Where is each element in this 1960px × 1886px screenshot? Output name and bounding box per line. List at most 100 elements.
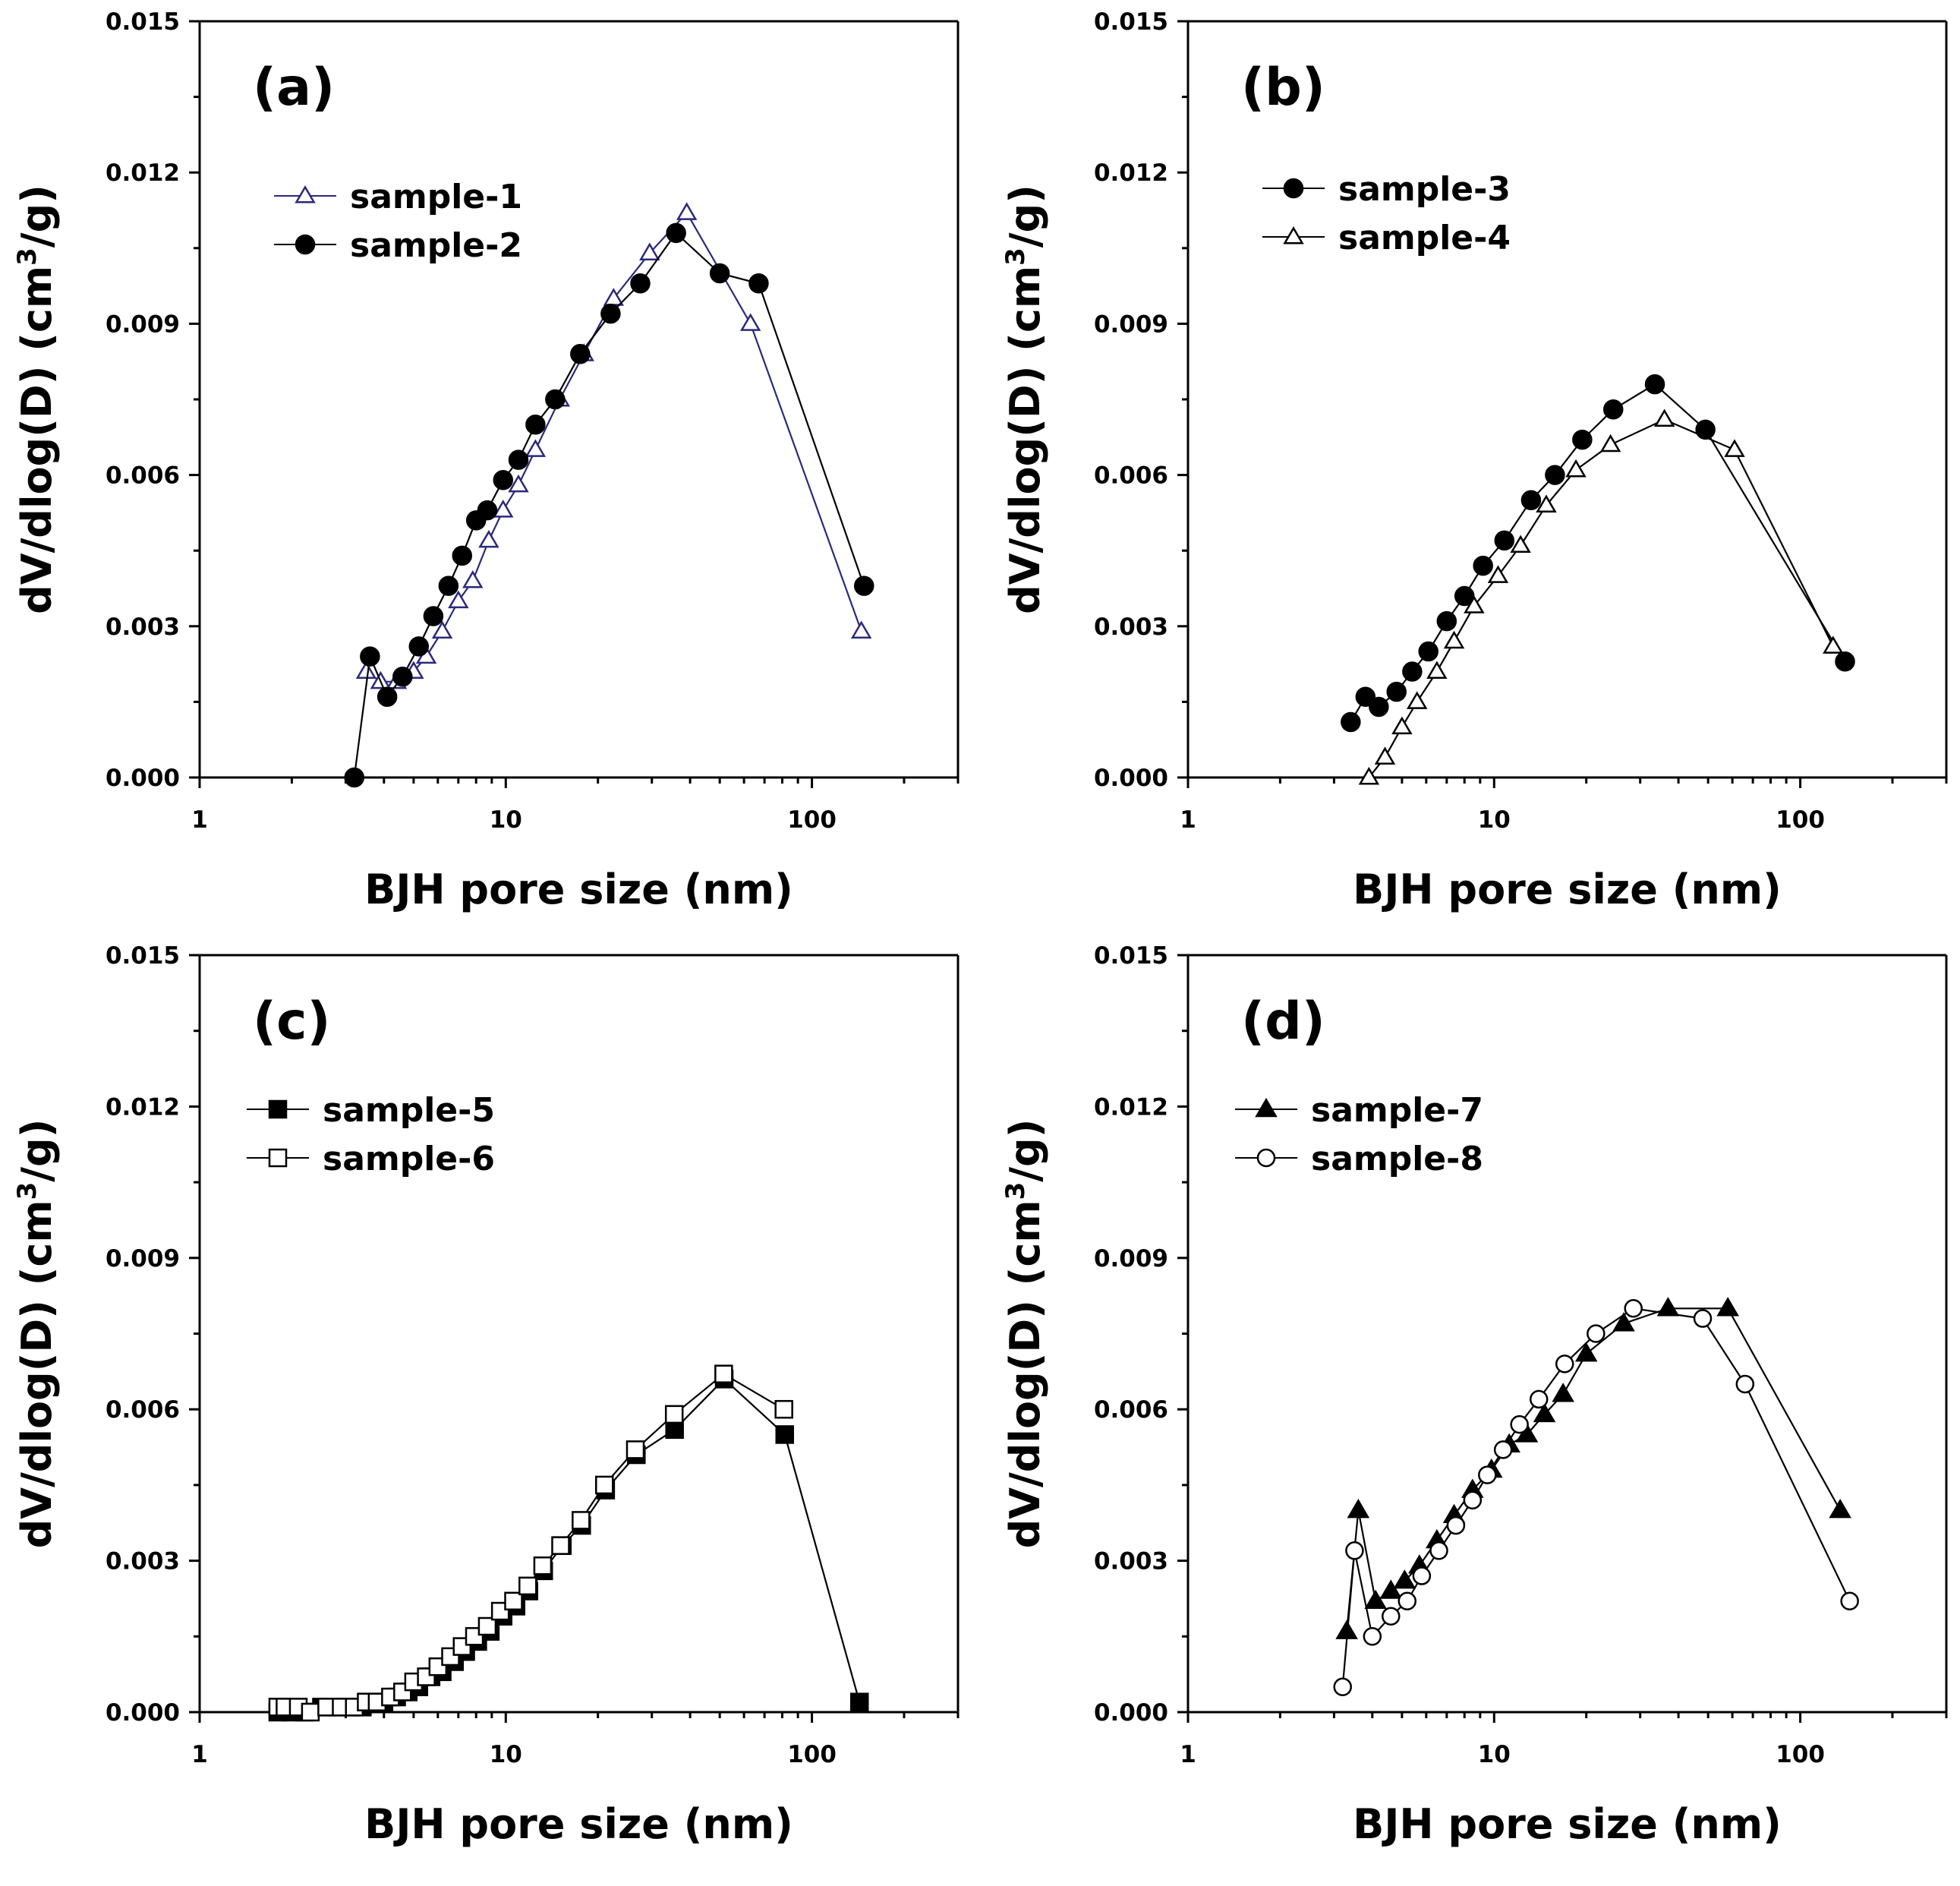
data-point [1599,434,1621,453]
data-point [1724,439,1745,457]
series-sample-2 [344,222,874,788]
data-point [1653,408,1675,427]
data-point [478,529,499,548]
series-line [1341,1307,1851,1687]
y-axis-title: dV/dlog(D) (cm3/g) [1000,1119,1049,1549]
legend-label: sample-4 [1338,219,1511,257]
y-tick-label: 0.000 [106,1699,180,1727]
series-sample-7 [1335,1297,1851,1639]
legend-marker [1283,178,1304,199]
legend-item: sample-8 [1235,1140,1483,1178]
series-sample-8 [1333,1299,1859,1697]
data-point [1656,1297,1680,1317]
panel-a: 0.000 0.003 0.006 0.009 0.012 0.015 1 10 100 BJH … [12,8,960,913]
data-point [408,636,430,657]
data-point [1374,746,1396,765]
data-point [1494,530,1515,551]
data-point [1358,766,1380,785]
data-point [355,661,377,680]
data-point [1402,661,1423,682]
data-point [1333,1677,1352,1697]
data-point [525,439,547,457]
y-axis-title-tail: /g) [1001,1119,1049,1182]
data-point [1510,535,1531,554]
data-point [853,576,874,596]
y-tick-label: 0.009 [106,311,180,338]
y-tick-label: 0.015 [1094,8,1168,36]
data-point [1536,494,1557,512]
series-sample-3 [1341,374,1855,733]
y-axis-title-main: dV/dlog(D) (cm [1001,1200,1049,1548]
series-sample-4 [1358,408,1844,785]
data-point [301,1702,320,1722]
data-point [1407,691,1428,709]
data-point [1572,429,1593,450]
legend-label: sample-2 [350,226,522,265]
data-point [1612,1312,1635,1332]
panel-b: 0.000 0.003 0.006 0.009 0.012 0.015 1 10 100 BJH … [1000,8,1948,913]
panel-label: (b) [1241,58,1325,118]
legend-item: sample-4 [1262,219,1511,257]
data-point [714,1364,733,1383]
data-point [1426,661,1448,680]
y-tick-label: 0.015 [106,942,180,970]
data-point [849,1692,869,1711]
data-point [1735,1374,1755,1394]
data-point [1412,1566,1432,1585]
y-tick-label: 0.003 [106,613,180,641]
legend-item: sample-2 [274,226,522,265]
data-point [452,545,473,566]
data-point [600,303,621,324]
data-point [1529,1389,1549,1409]
x-tick-label: 100 [787,806,837,834]
data-point [1545,465,1565,485]
data-point [666,222,686,244]
data-point [1555,1355,1574,1374]
legend-label: sample-3 [1338,170,1511,209]
data-point [1835,651,1855,672]
data-point [1345,1541,1364,1560]
data-point [774,1399,793,1419]
panel-label: (d) [1241,992,1325,1052]
data-point [1364,1589,1387,1610]
data-point [594,1475,614,1495]
data-point [1520,490,1542,511]
x-tick-label: 1 [1180,806,1196,834]
y-axis-title: dV/dlog(D) (cm3/g) [12,1119,61,1549]
data-point [1464,595,1485,613]
data-point [1829,1499,1851,1519]
legend-label: sample-6 [323,1140,495,1178]
data-point [1695,419,1716,440]
legend-marker [1256,1148,1276,1168]
y-tick-label: 0.012 [1094,1093,1168,1121]
data-point [438,576,459,596]
data-point [1552,1383,1574,1402]
y-tick-label: 0.000 [106,765,180,792]
series-line [277,1373,785,1714]
legend-label: sample-1 [350,178,522,216]
data-point [360,646,380,667]
data-point [775,1425,795,1444]
y-axis-title-superscript: 3 [1000,1182,1031,1200]
y-axis-title-tail: /g) [13,1119,61,1182]
y-axis-title-main: dV/dlog(D) (cm [1001,266,1049,614]
data-point [1398,1591,1417,1611]
data-point [1355,686,1376,708]
data-point [1510,1414,1529,1434]
data-point [1454,585,1475,607]
data-point [1602,399,1624,420]
legend-label: sample-8 [1311,1140,1483,1178]
y-tick-label: 0.006 [1094,1396,1168,1424]
legend-marker [1255,1097,1278,1118]
y-tick-label: 0.000 [1094,765,1168,792]
y-tick-label: 0.006 [1094,462,1168,490]
y-tick-label: 0.012 [1094,159,1168,187]
data-point [1382,1607,1401,1626]
panel-label: (c) [253,992,330,1052]
y-tick-label: 0.009 [106,1245,180,1273]
x-axis-title: BJH pore size (nm) [1353,866,1782,913]
panel-label: (a) [253,58,335,118]
x-tick-label: 100 [1776,1741,1825,1768]
data-point [1478,1465,1497,1484]
